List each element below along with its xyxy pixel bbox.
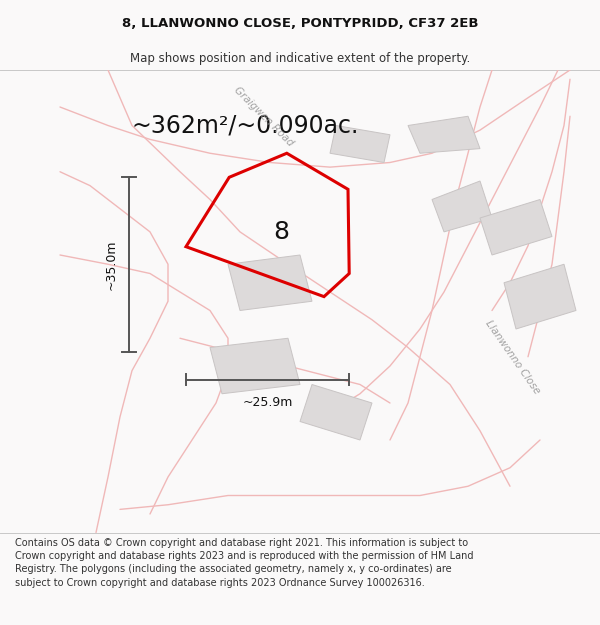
Text: Llanwonno Close: Llanwonno Close (484, 318, 542, 396)
Polygon shape (210, 338, 300, 394)
Polygon shape (228, 255, 312, 311)
Text: 8, LLANWONNO CLOSE, PONTYPRIDD, CF37 2EB: 8, LLANWONNO CLOSE, PONTYPRIDD, CF37 2EB (122, 17, 478, 30)
Polygon shape (330, 126, 390, 162)
Text: 8: 8 (273, 220, 289, 244)
Text: ~362m²/~0.090ac.: ~362m²/~0.090ac. (132, 114, 359, 138)
Polygon shape (504, 264, 576, 329)
Text: ~25.9m: ~25.9m (242, 396, 293, 409)
Text: Map shows position and indicative extent of the property.: Map shows position and indicative extent… (130, 52, 470, 65)
Polygon shape (480, 199, 552, 255)
Text: ~35.0m: ~35.0m (104, 239, 118, 290)
Polygon shape (432, 181, 492, 232)
Text: Graigwen Road: Graigwen Road (232, 84, 296, 148)
Polygon shape (300, 384, 372, 440)
Text: Contains OS data © Crown copyright and database right 2021. This information is : Contains OS data © Crown copyright and d… (15, 538, 473, 588)
Polygon shape (408, 116, 480, 153)
